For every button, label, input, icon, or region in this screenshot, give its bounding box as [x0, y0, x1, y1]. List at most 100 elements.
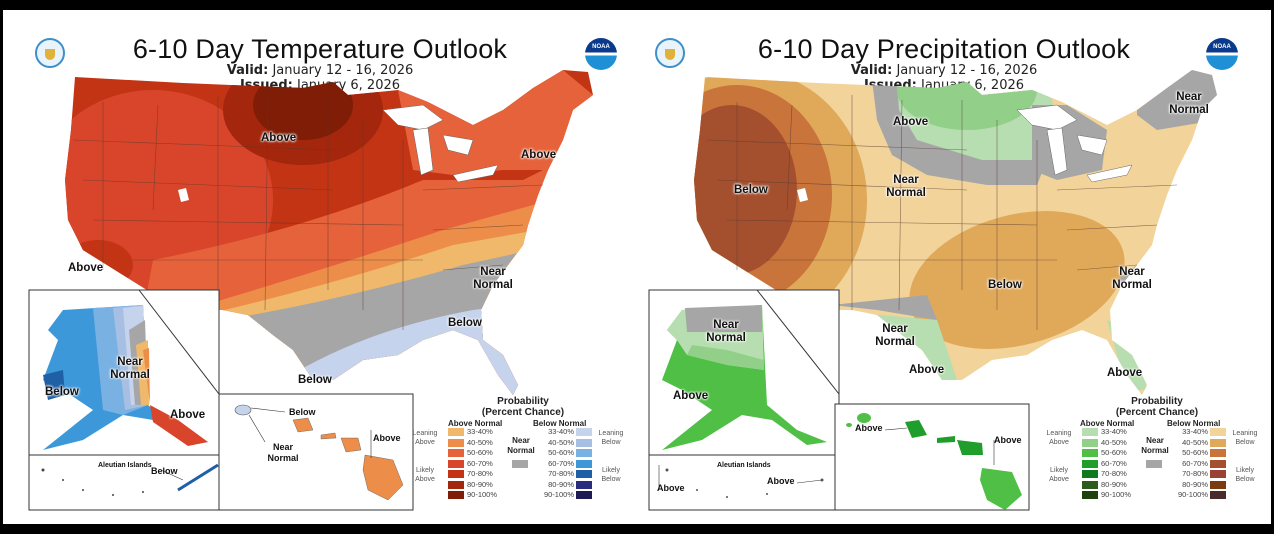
below-swatch	[1210, 491, 1226, 499]
above-range-label: 60-70%	[1101, 458, 1127, 468]
aleutian-islands-title: Aleutian Islands	[717, 462, 771, 469]
above-swatch	[448, 491, 464, 499]
label-north-plains-near-normal: Near Normal	[886, 174, 926, 199]
aleutian-islands-title: Aleutian Islands	[98, 462, 152, 469]
above-range-label: 70-80%	[1101, 469, 1127, 478]
label-texas-below: Below	[298, 374, 332, 386]
below-swatch	[1210, 480, 1226, 489]
below-swatch	[576, 491, 592, 499]
label-texas-near-normal: Near Normal	[875, 323, 915, 348]
label-north-central-above: Above	[261, 132, 297, 144]
temperature-legend: Probability (Percent Chance) Above Norma…	[412, 396, 624, 499]
temperature-conus-map	[28, 70, 593, 511]
label-hawaii-below: Below	[289, 407, 316, 417]
near-normal-swatch	[512, 460, 528, 468]
noaa-logo-icon: NOAA	[1206, 38, 1238, 70]
above-range-label: 33-40%	[467, 427, 493, 436]
above-swatch	[448, 480, 464, 489]
label-hawaii-near-normal: Near Normal	[267, 442, 299, 463]
above-swatch	[1082, 449, 1098, 457]
below-swatch	[1210, 428, 1226, 436]
label-hawaii-oahu-above: Above	[855, 423, 883, 433]
below-range-label: 80-90%	[548, 479, 574, 489]
label-carolinas-near-normal: Near Normal	[1112, 266, 1152, 291]
above-swatch	[448, 459, 464, 468]
above-swatch	[448, 470, 464, 478]
below-range-label: 60-70%	[1182, 458, 1208, 468]
above-swatch	[1082, 480, 1098, 489]
label-socal-above: Above	[68, 262, 104, 274]
below-range-label: 50-60%	[1182, 448, 1208, 457]
label-texas-above: Above	[909, 364, 945, 376]
below-swatch	[1210, 459, 1226, 468]
above-range-label: 40-50%	[1101, 437, 1127, 447]
below-range-label: 50-60%	[548, 448, 574, 457]
label-aleutian-west-above: Above	[657, 483, 685, 493]
above-swatch	[1082, 470, 1098, 478]
precipitation-conus-map	[648, 70, 1217, 511]
label-southeast-near-normal: Near Normal	[473, 266, 513, 291]
above-range-label: 50-60%	[467, 448, 493, 457]
above-range-label: 90-100%	[467, 490, 498, 499]
above-swatch	[448, 449, 464, 457]
label-gulf-below: Below	[448, 317, 482, 329]
label-west-below: Below	[734, 184, 768, 196]
label-northeast-above: Above	[521, 149, 557, 161]
above-swatch	[1082, 428, 1098, 436]
doc-seal-icon	[35, 38, 65, 68]
above-range-label: 70-80%	[467, 469, 493, 478]
below-range-label: 60-70%	[548, 458, 574, 468]
below-swatch	[576, 449, 592, 457]
label-alaska-below: Below	[45, 386, 79, 398]
below-swatch	[576, 480, 592, 489]
below-range-label: 90-100%	[543, 490, 574, 499]
below-range-label: 40-50%	[1182, 437, 1208, 447]
below-range-label: 90-100%	[1177, 490, 1208, 499]
below-range-label: 70-80%	[1182, 469, 1208, 478]
precipitation-legend: Probability (Percent Chance) Above Norma…	[1046, 396, 1258, 499]
above-range-label: 50-60%	[1101, 448, 1127, 457]
above-range-label: 33-40%	[1101, 427, 1127, 436]
above-swatch	[1082, 491, 1098, 499]
precipitation-outlook-panel: NOAA 6-10 Day Precipitation Outlook Vali…	[637, 10, 1271, 524]
label-florida-above: Above	[1107, 367, 1143, 379]
label-aleutian-east-above: Above	[767, 476, 795, 486]
below-swatch	[1210, 470, 1226, 478]
label-hawaii-above: Above	[373, 433, 401, 443]
below-swatch	[576, 459, 592, 468]
below-swatch	[576, 438, 592, 447]
above-range-label: 90-100%	[1101, 490, 1132, 499]
below-swatch	[576, 470, 592, 478]
label-alaska-near-normal: Near Normal	[706, 319, 746, 344]
map-title: 6-10 Day Temperature Outlook	[132, 34, 508, 64]
above-swatch	[1082, 459, 1098, 468]
label-alaska-near-normal: Near Normal	[110, 356, 150, 381]
above-range-label: 60-70%	[467, 458, 493, 468]
below-range-label: 80-90%	[1182, 479, 1208, 489]
below-range-label: 33-40%	[1182, 427, 1208, 436]
near-normal-swatch	[1146, 460, 1162, 468]
below-range-label: 70-80%	[548, 469, 574, 478]
below-swatch	[1210, 449, 1226, 457]
above-range-label: 40-50%	[467, 437, 493, 447]
above-range-label: 80-90%	[1101, 479, 1127, 489]
below-swatch	[1210, 438, 1226, 447]
above-swatch	[448, 428, 464, 436]
label-alaska-above: Above	[673, 390, 709, 402]
label-hawaii-big-island-above: Above	[994, 435, 1022, 445]
label-alaska-above: Above	[170, 409, 206, 421]
below-range-label: 40-50%	[548, 437, 574, 447]
below-range-label: 33-40%	[548, 427, 574, 436]
noaa-logo-icon: NOAA	[585, 38, 617, 70]
valid-dates: Valid: January 12 - 16, 2026	[850, 63, 1038, 78]
below-swatch	[576, 428, 592, 436]
above-swatch	[448, 438, 464, 447]
label-south-central-below: Below	[988, 279, 1022, 291]
above-swatch	[1082, 438, 1098, 447]
label-north-plains-above: Above	[893, 116, 929, 128]
doc-seal-icon	[655, 38, 685, 68]
map-title: 6-10 Day Precipitation Outlook	[757, 34, 1131, 64]
label-new-england-near-normal: Near Normal	[1169, 91, 1209, 116]
valid-dates: Valid: January 12 - 16, 2026	[226, 63, 414, 78]
label-aleutian-below: Below	[151, 466, 178, 476]
